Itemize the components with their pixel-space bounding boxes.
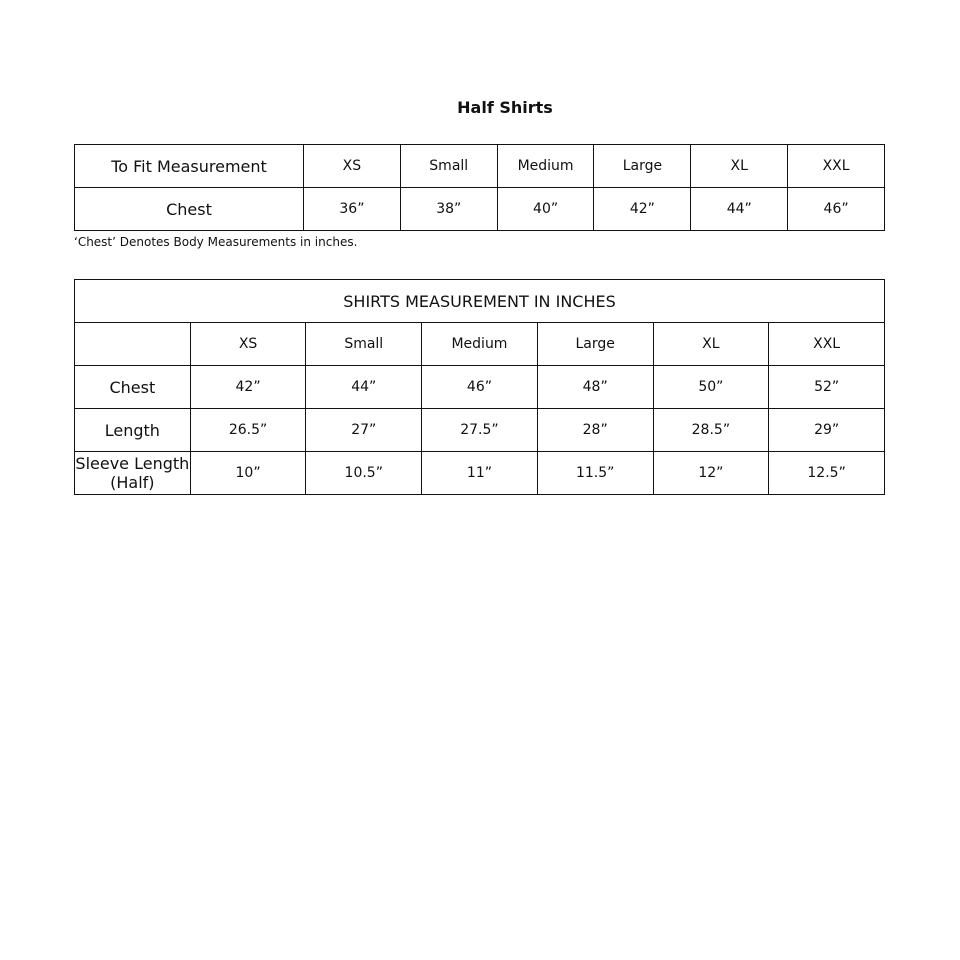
table-cell: 10” bbox=[189, 451, 307, 495]
table-cell: 12.5” bbox=[768, 451, 885, 495]
table-cell: 46” bbox=[787, 187, 885, 231]
header-cell: Large bbox=[536, 322, 654, 366]
table-cell: 38” bbox=[399, 187, 498, 231]
table-cell: 28.5” bbox=[652, 408, 770, 452]
table-cell: 29” bbox=[768, 408, 885, 452]
table-cell: 42” bbox=[189, 365, 307, 409]
header-cell: To Fit Measurement bbox=[74, 144, 304, 188]
table-cell: Chest bbox=[74, 187, 304, 231]
header-cell: XS bbox=[189, 322, 307, 366]
page-title: Half Shirts bbox=[457, 98, 553, 117]
table-cell: 10.5” bbox=[305, 451, 423, 495]
table-row: Length 26.5” 27” 27.5” 28” 28.5” 29” bbox=[74, 408, 885, 452]
table-cell: 44” bbox=[690, 187, 789, 231]
header-cell: XS bbox=[303, 144, 401, 188]
header-cell: Medium bbox=[496, 144, 595, 188]
header-row: To Fit Measurement XS Small Medium Large XL XX… bbox=[74, 144, 885, 188]
table-cell: 28” bbox=[536, 408, 654, 452]
table-cell: 27” bbox=[305, 408, 423, 452]
note: ‘Chest’ Denotes Body Measurements in inc… bbox=[74, 235, 358, 249]
header-row: XS Small Medium Large XL XXL bbox=[74, 322, 885, 366]
table-row: Sleeve Length (Half) 10” 10.5” 11” 11.5” 12” 1… bbox=[74, 451, 885, 495]
header-cell: Small bbox=[399, 144, 498, 188]
table-cell: 42” bbox=[593, 187, 692, 231]
table-cell: 12” bbox=[652, 451, 770, 495]
header-cell: Large bbox=[593, 144, 692, 188]
header-cell: XXL bbox=[768, 322, 885, 366]
table-cell: 26.5” bbox=[189, 408, 307, 452]
table-title: SHIRTS MEASUREMENT IN INCHES bbox=[74, 279, 885, 323]
table-cell: 44” bbox=[305, 365, 423, 409]
table-cell: Chest bbox=[74, 365, 191, 409]
header-cell: XL bbox=[652, 322, 770, 366]
table-cell: 11” bbox=[421, 451, 538, 495]
shirt-measurement-table: SHIRTS MEASUREMENT IN INCHES XS Small Medi… bbox=[74, 279, 885, 495]
header-cell bbox=[74, 322, 191, 366]
header-cell: XL bbox=[690, 144, 789, 188]
table-cell: Length bbox=[74, 408, 191, 452]
table-cell: 27.5” bbox=[421, 408, 538, 452]
table-cell: 46” bbox=[421, 365, 538, 409]
fit-measurement-table: To Fit Measurement XS Small Medium Large XL XX… bbox=[74, 144, 885, 231]
header-cell: Small bbox=[305, 322, 423, 366]
table-cell: 48” bbox=[536, 365, 654, 409]
table-cell: 50” bbox=[652, 365, 770, 409]
table-cell: 36” bbox=[303, 187, 401, 231]
table-row: Chest 42” 44” 46” 48” 50” 52” bbox=[74, 365, 885, 409]
table-row: Chest 36” 38” 40” 42” 44” 46” bbox=[74, 187, 885, 231]
header-cell: XXL bbox=[787, 144, 885, 188]
table-cell: 11.5” bbox=[536, 451, 654, 495]
table-cell: 52” bbox=[768, 365, 885, 409]
header-cell: Medium bbox=[421, 322, 538, 366]
table-cell: 40” bbox=[496, 187, 595, 231]
table-cell: Sleeve Length (Half) bbox=[74, 451, 191, 495]
